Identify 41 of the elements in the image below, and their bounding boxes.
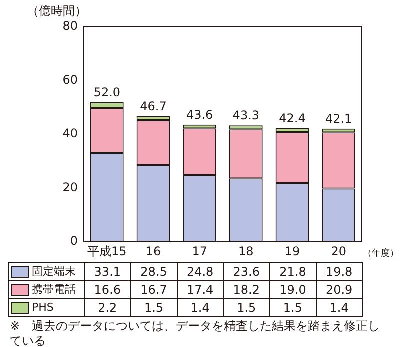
total-label: 52.0 — [94, 86, 121, 100]
data-label: 2.2 — [84, 298, 131, 316]
legend-label: 携帯電話 — [32, 283, 77, 296]
x-tick-label: 20 — [331, 244, 346, 258]
data-label: 16.7 — [130, 280, 178, 298]
x-tick-label: 平成15 — [88, 244, 127, 258]
x-tick-label: 17 — [192, 244, 208, 258]
y-tick-label: 40 — [62, 126, 78, 141]
y-tick-label: 20 — [62, 180, 78, 194]
data-label: 19.8 — [316, 262, 362, 280]
data-label: 33.1 — [84, 262, 131, 280]
y-tick-label: 0 — [70, 234, 78, 248]
legend-label: 固定端末 — [32, 265, 77, 278]
data-label: 28.5 — [130, 262, 178, 280]
y-tick-label: 80 — [62, 19, 78, 34]
text: ※ 過去のデータについては、データを精査した結果を踏まえ修正している — [10, 319, 382, 347]
data-label: 1.4 — [177, 298, 224, 316]
data-label: 20.9 — [316, 280, 362, 298]
data-label: 19.0 — [270, 280, 316, 298]
data-label: 24.8 — [177, 262, 224, 280]
y-tick-label: 60 — [62, 72, 78, 87]
data-label: 23.6 — [223, 262, 270, 280]
data-label: 21.8 — [270, 262, 316, 280]
data-label: 18.2 — [223, 280, 270, 298]
x-axis-title: （年度） — [363, 248, 399, 260]
data-label: 1.5 — [130, 298, 178, 316]
x-tick-label: 16 — [146, 244, 162, 258]
data-label: 1.4 — [316, 298, 362, 316]
total-label: 42.1 — [325, 112, 352, 126]
legend-label: PHS — [32, 301, 55, 314]
data-label: 16.6 — [84, 280, 131, 298]
y-axis-title: （億時間） — [27, 4, 87, 18]
x-tick-label: 18 — [238, 244, 254, 258]
total-label: 43.3 — [232, 108, 260, 123]
data-label: 17.4 — [177, 280, 224, 298]
total-label: 42.4 — [279, 111, 306, 126]
total-label: 46.7 — [140, 99, 167, 114]
data-label: 1.5 — [223, 298, 270, 316]
data-label: 1.5 — [270, 298, 316, 316]
total-label: 43.6 — [186, 108, 214, 122]
x-tick-label: 19 — [284, 244, 300, 258]
